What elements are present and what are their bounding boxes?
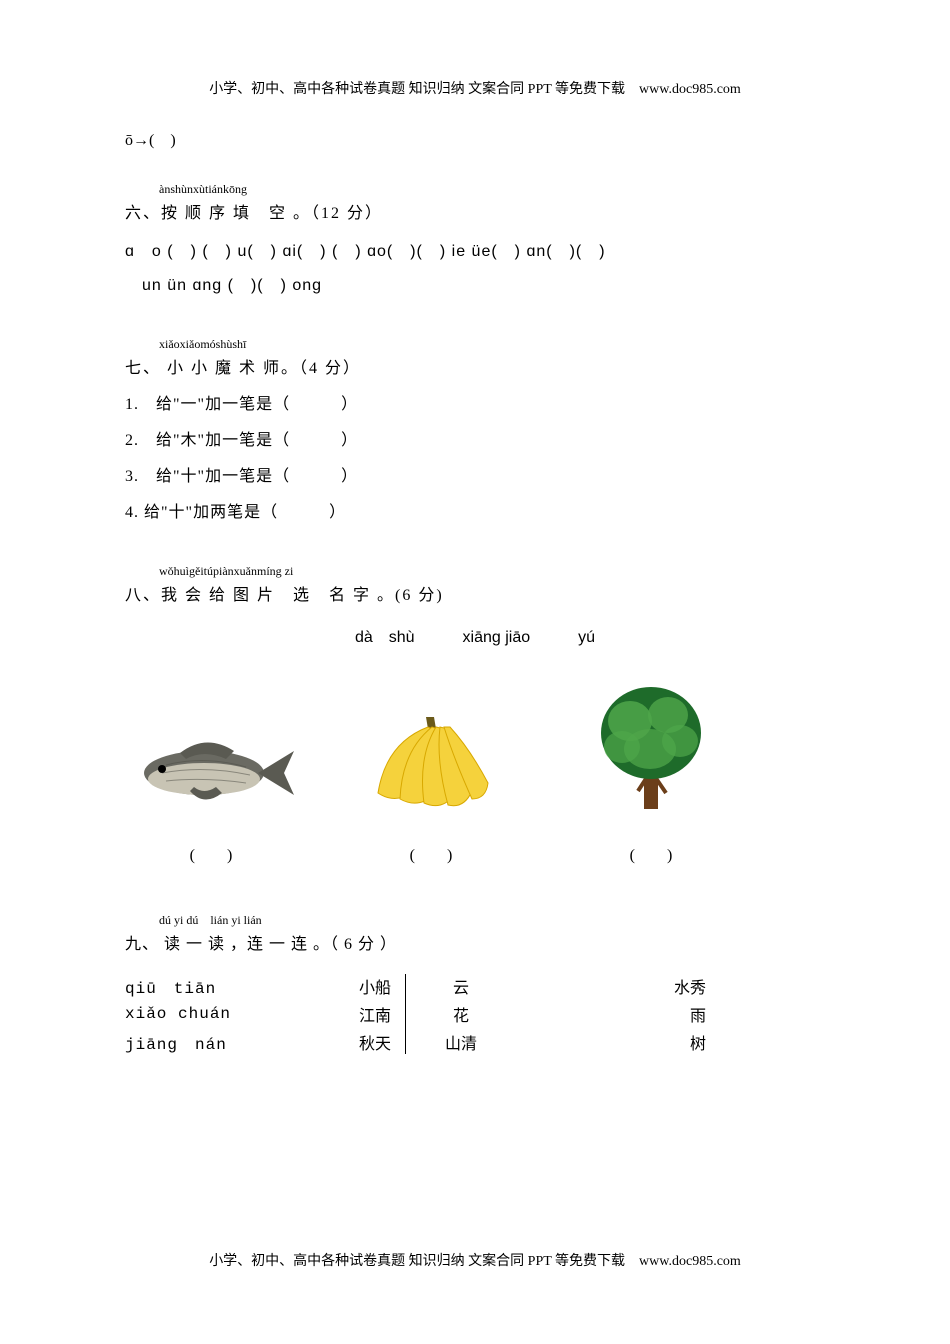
match-pinyin-3: jiāng nán: [125, 1030, 295, 1054]
section-7-q4: 4. 给"十"加两笔是（ ）: [125, 498, 825, 522]
match-right-a-3: 山清: [426, 1030, 496, 1054]
page: 小学、初中、高中各种试卷真题 知识归纳 文案合同 PPT 等免费下载 www.d…: [0, 0, 950, 1344]
fish-icon: [126, 725, 296, 815]
section-8-picture-row: ( ) ( ) (: [125, 675, 825, 865]
section-6-ruby: ànshùnxùtiánkōng: [159, 182, 825, 197]
bananas-icon: [356, 705, 506, 815]
match-right-b-2: 雨: [496, 1002, 706, 1026]
picture-bananas-blank: ( ): [410, 841, 453, 865]
section-9-title: 九、 读 一 读 ，连 一 连 。（ 6 分 ）: [125, 930, 825, 954]
section-9-ruby: dú yi dú lián yi lián: [159, 911, 825, 928]
match-right-b-1: 水秀: [496, 974, 706, 998]
section-7-ruby: xiǎoxiǎomóshùshī: [159, 337, 825, 352]
section-8-ruby: wǒhuìgěitúpiànxuǎnmíng zi: [159, 564, 825, 579]
match-divider: [405, 974, 406, 1054]
picture-fish: ( ): [131, 725, 291, 865]
match-cn-1: 小船: [295, 974, 391, 998]
section-8-title: 八、我 会 给 图 片 选 名 字 。(6 分): [125, 581, 825, 605]
match-right-a-1: 云: [426, 974, 496, 998]
section-6-row-1: ɑ o ( ) ( ) u( ) ɑi( ) ( ) ɑo( )( ) ie ü…: [125, 237, 825, 261]
page-header: 小学、初中、高中各种试卷真题 知识归纳 文案合同 PPT 等免费下载 www.d…: [125, 78, 825, 98]
tree-icon: [586, 675, 716, 815]
match-cn-2: 江南: [295, 1002, 391, 1026]
match-right-a-2: 花: [426, 1002, 496, 1026]
section-6-row-2: un ün ɑng ( )( ) ong: [125, 271, 825, 295]
section-9-matching: qiū tiān xiǎo chuán jiāng nán 小船 江南 秋天 云…: [125, 974, 825, 1054]
match-left-pinyin-col: qiū tiān xiǎo chuán jiāng nán: [125, 974, 295, 1054]
section-7-title: 七、 小 小 魔 术 师。（4 分）: [125, 354, 825, 378]
picture-tree: ( ): [571, 675, 731, 865]
match-pinyin-2: xiǎo chuán: [125, 1005, 295, 1023]
picture-tree-blank: ( ): [630, 841, 673, 865]
match-right-b-col: 水秀 雨 树: [496, 974, 706, 1054]
picture-bananas: ( ): [351, 705, 511, 865]
match-right-b-3: 树: [496, 1030, 706, 1054]
page-footer: 小学、初中、高中各种试卷真题 知识归纳 文案合同 PPT 等免费下载 www.d…: [0, 1250, 950, 1270]
section-7-q1: 1. 给"一"加一笔是（ ）: [125, 390, 825, 414]
section-7-q3: 3. 给"十"加一笔是（ ）: [125, 462, 825, 486]
section-7-q2: 2. 给"木"加一笔是（ ）: [125, 426, 825, 450]
section-6-title: 六、按 顺 序 填 空 。（12 分）: [125, 199, 825, 223]
match-right-a-col: 云 花 山清: [410, 974, 496, 1054]
picture-fish-blank: ( ): [190, 841, 233, 865]
question-5-fragment: ō→( ): [125, 128, 825, 154]
match-cn-3: 秋天: [295, 1030, 391, 1054]
match-pinyin-1: qiū tiān: [125, 974, 295, 998]
match-left-cn-col: 小船 江南 秋天: [295, 974, 401, 1054]
section-8-word-bank: dà shù xiāng jiāo yú: [125, 623, 825, 647]
